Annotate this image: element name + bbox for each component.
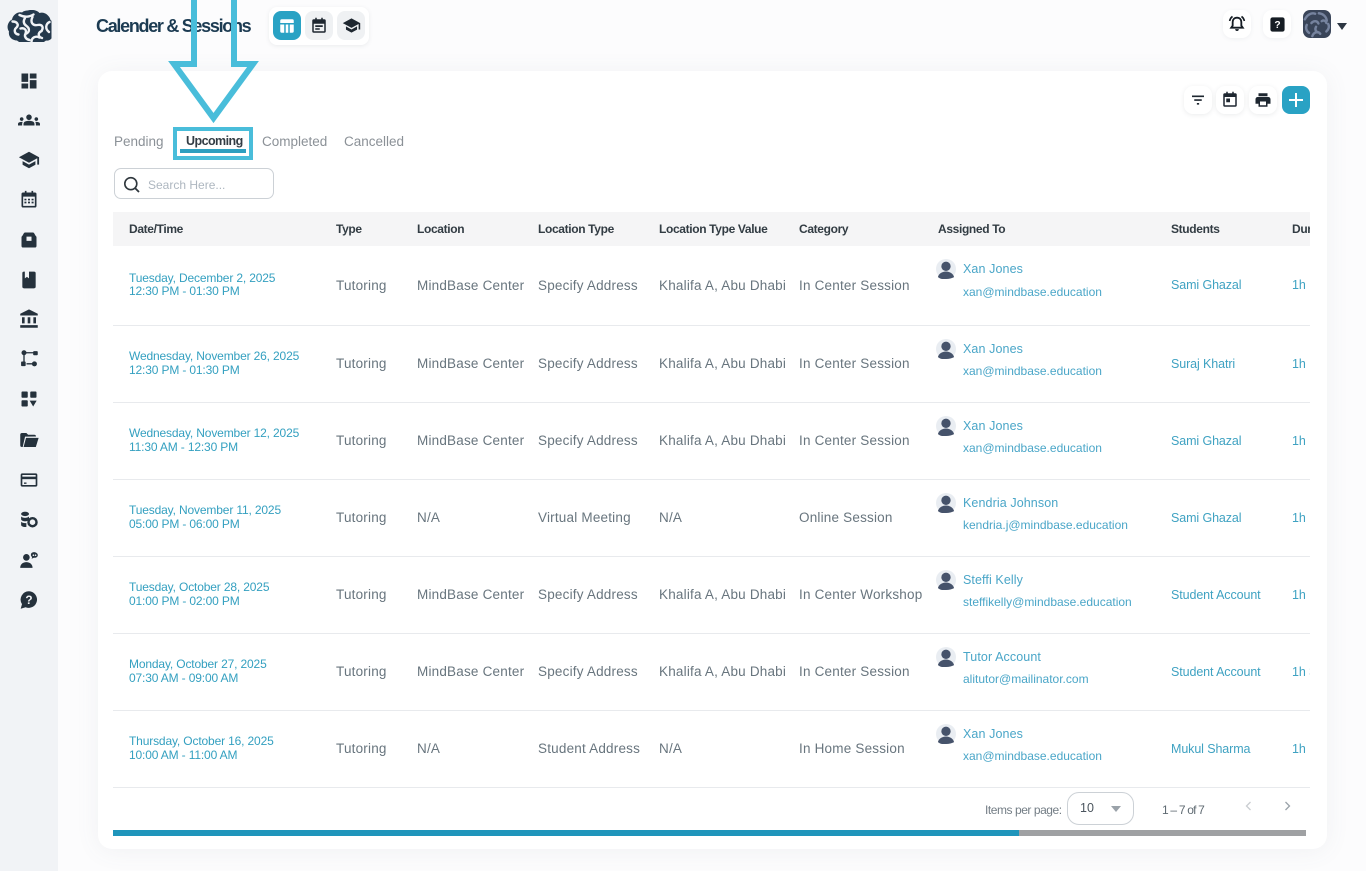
svg-text:?: ? (1274, 20, 1280, 31)
svg-text:?: ? (25, 593, 32, 607)
